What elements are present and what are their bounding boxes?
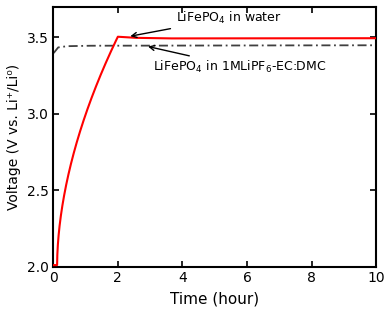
Text: LiFePO$_4$ in water: LiFePO$_4$ in water <box>132 10 282 38</box>
Y-axis label: Voltage (V vs. Li⁺/Li⁰): Voltage (V vs. Li⁺/Li⁰) <box>7 64 21 210</box>
Text: LiFePO$_4$ in 1MLiPF$_6$-EC:DMC: LiFePO$_4$ in 1MLiPF$_6$-EC:DMC <box>149 45 327 75</box>
X-axis label: Time (hour): Time (hour) <box>170 291 259 306</box>
